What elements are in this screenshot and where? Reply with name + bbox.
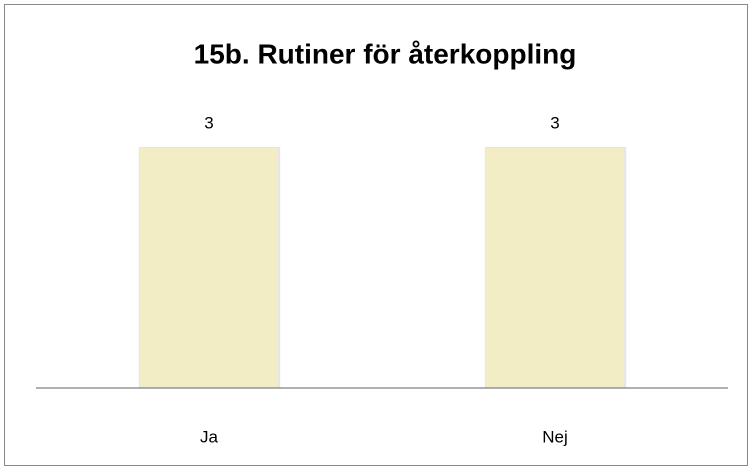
x-tick-label: Ja <box>200 427 219 446</box>
bar <box>139 148 279 388</box>
bar <box>485 148 625 388</box>
data-label: 3 <box>204 113 213 132</box>
chart-title: 15b. Rutiner för återkoppling <box>194 38 577 69</box>
x-tick-label: Nej <box>542 427 568 446</box>
data-label: 3 <box>550 113 559 132</box>
chart-frame <box>4 4 748 466</box>
